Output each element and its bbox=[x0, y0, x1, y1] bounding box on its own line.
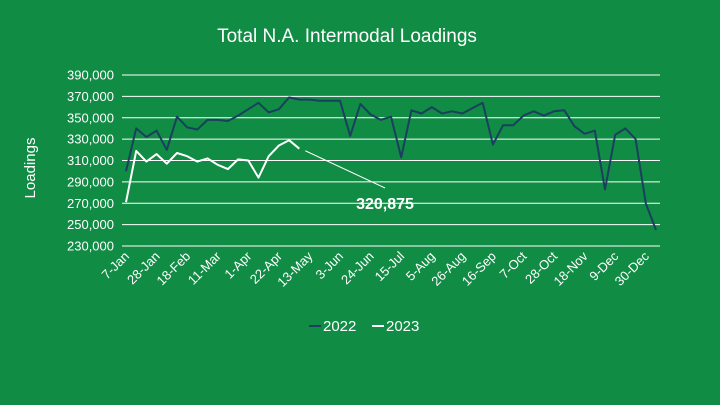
y-tick-label: 370,000 bbox=[67, 89, 114, 104]
y-tick-label: 310,000 bbox=[67, 153, 114, 168]
x-tick-label: 18-Nov bbox=[551, 248, 592, 289]
legend-label-2022: 2022 bbox=[323, 318, 356, 335]
y-tick-label: 350,000 bbox=[67, 110, 114, 125]
y-tick-label: 270,000 bbox=[67, 196, 114, 211]
x-tick-label: 30-Dec bbox=[612, 248, 653, 289]
y-tick-label: 290,000 bbox=[67, 174, 114, 189]
y-tick-label: 390,000 bbox=[67, 68, 114, 83]
legend-label-2023: 2023 bbox=[386, 318, 419, 335]
x-tick-label: 18-Feb bbox=[154, 249, 194, 289]
x-tick-label: 13-May bbox=[274, 248, 316, 290]
annotation-leader-line bbox=[305, 150, 386, 189]
y-tick-label: 250,000 bbox=[67, 217, 114, 232]
x-tick-label: 15-Jul bbox=[372, 248, 408, 284]
x-tick-label: 24-Jun bbox=[338, 249, 377, 288]
series-line-2023 bbox=[125, 139, 300, 203]
y-axis-ticks: 390,000 370,000 350,000 330,000 310,000 290,0… bbox=[67, 68, 114, 254]
series-layer bbox=[125, 96, 657, 231]
series-line-2022 bbox=[125, 96, 657, 231]
y-tick-label: 230,000 bbox=[67, 239, 114, 254]
legend: 2022 2023 bbox=[309, 318, 419, 335]
x-tick-label: 11-Mar bbox=[185, 248, 225, 288]
annotation-layer: 320,875 bbox=[305, 150, 414, 213]
x-axis-ticks: 7-Jan28-Jan18-Feb11-Mar1-Apr22-Apr13-May… bbox=[99, 248, 653, 290]
y-axis-label: Loadings bbox=[22, 138, 39, 199]
annotation-label: 320,875 bbox=[356, 196, 414, 213]
x-tick-label: 16-Sep bbox=[459, 249, 499, 289]
y-tick-label: 330,000 bbox=[67, 132, 114, 147]
chart-title: Total N.A. Intermodal Loadings bbox=[217, 26, 477, 47]
